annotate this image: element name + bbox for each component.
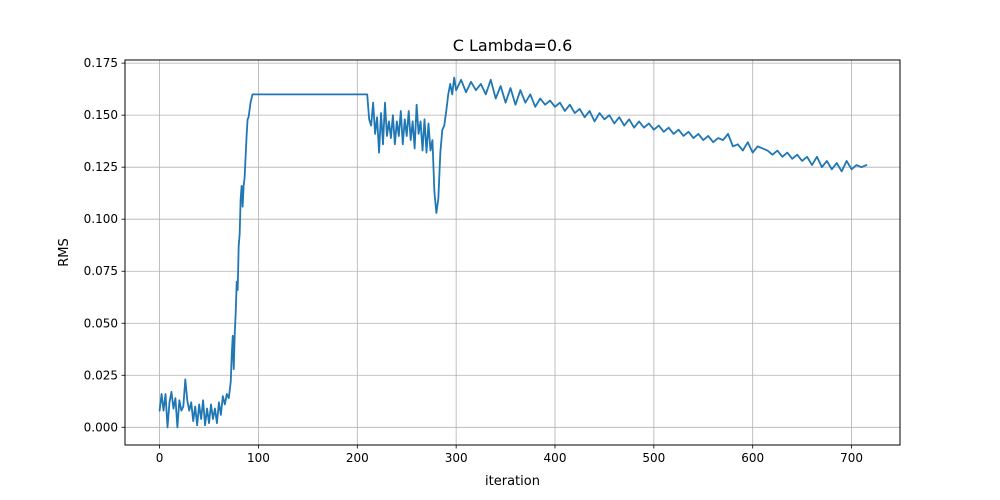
x-tick-label: 500 [642, 451, 665, 465]
x-tick-label: 400 [544, 451, 567, 465]
x-axis-label: iteration [485, 474, 540, 489]
y-tick-label: 0.075 [84, 264, 118, 278]
chart-title: C Lambda=0.6 [453, 36, 573, 55]
series-layer [158, 76, 868, 429]
x-tick-label: 600 [741, 451, 764, 465]
x-tick-label: 0 [156, 451, 164, 465]
x-tick-label: 300 [445, 451, 468, 465]
grid [125, 60, 900, 445]
y-tick-label: 0.175 [84, 56, 118, 70]
x-tick-label: 100 [247, 451, 270, 465]
y-tick-label: 0.150 [84, 108, 118, 122]
y-tick-label: 0.025 [84, 368, 118, 382]
x-tick-label: 700 [840, 451, 863, 465]
y-tick-label: 0.050 [84, 316, 118, 330]
ticks: 0 100 200 300 400 500 600 700 0.000 0.025 0.050 0.0… [84, 56, 863, 465]
y-tick-label: 0.125 [84, 160, 118, 174]
series-line [158, 76, 868, 429]
x-tick-label: 200 [346, 451, 369, 465]
axes-frame [124, 59, 901, 446]
y-axis-label: RMS [57, 238, 72, 267]
y-tick-label: 0.000 [84, 420, 118, 434]
y-tick-label: 0.100 [84, 212, 118, 226]
